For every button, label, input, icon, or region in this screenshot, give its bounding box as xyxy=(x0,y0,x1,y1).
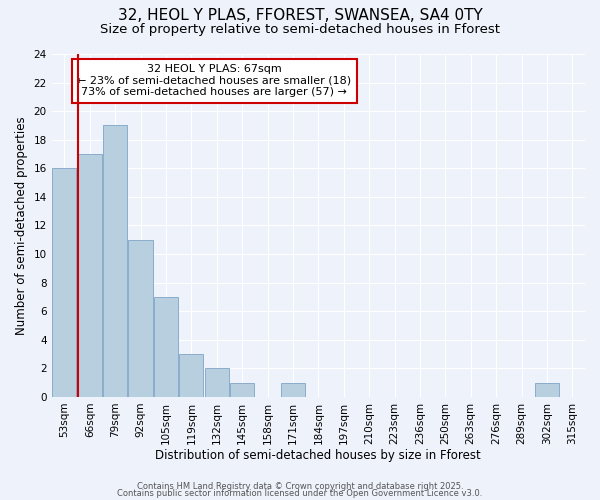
Text: Contains HM Land Registry data © Crown copyright and database right 2025.: Contains HM Land Registry data © Crown c… xyxy=(137,482,463,491)
Bar xyxy=(535,382,559,397)
Bar xyxy=(103,126,127,397)
Bar xyxy=(179,354,203,397)
Text: 32, HEOL Y PLAS, FFOREST, SWANSEA, SA4 0TY: 32, HEOL Y PLAS, FFOREST, SWANSEA, SA4 0… xyxy=(118,8,482,22)
Bar xyxy=(281,382,305,397)
Text: Contains public sector information licensed under the Open Government Licence v3: Contains public sector information licen… xyxy=(118,489,482,498)
X-axis label: Distribution of semi-detached houses by size in Fforest: Distribution of semi-detached houses by … xyxy=(155,450,481,462)
Bar xyxy=(205,368,229,397)
Y-axis label: Number of semi-detached properties: Number of semi-detached properties xyxy=(15,116,28,335)
Bar xyxy=(230,382,254,397)
Bar xyxy=(128,240,152,397)
Text: Size of property relative to semi-detached houses in Fforest: Size of property relative to semi-detach… xyxy=(100,22,500,36)
Bar xyxy=(77,154,102,397)
Text: 32 HEOL Y PLAS: 67sqm
← 23% of semi-detached houses are smaller (18)
73% of semi: 32 HEOL Y PLAS: 67sqm ← 23% of semi-deta… xyxy=(77,64,352,98)
Bar xyxy=(154,297,178,397)
Bar xyxy=(52,168,76,397)
